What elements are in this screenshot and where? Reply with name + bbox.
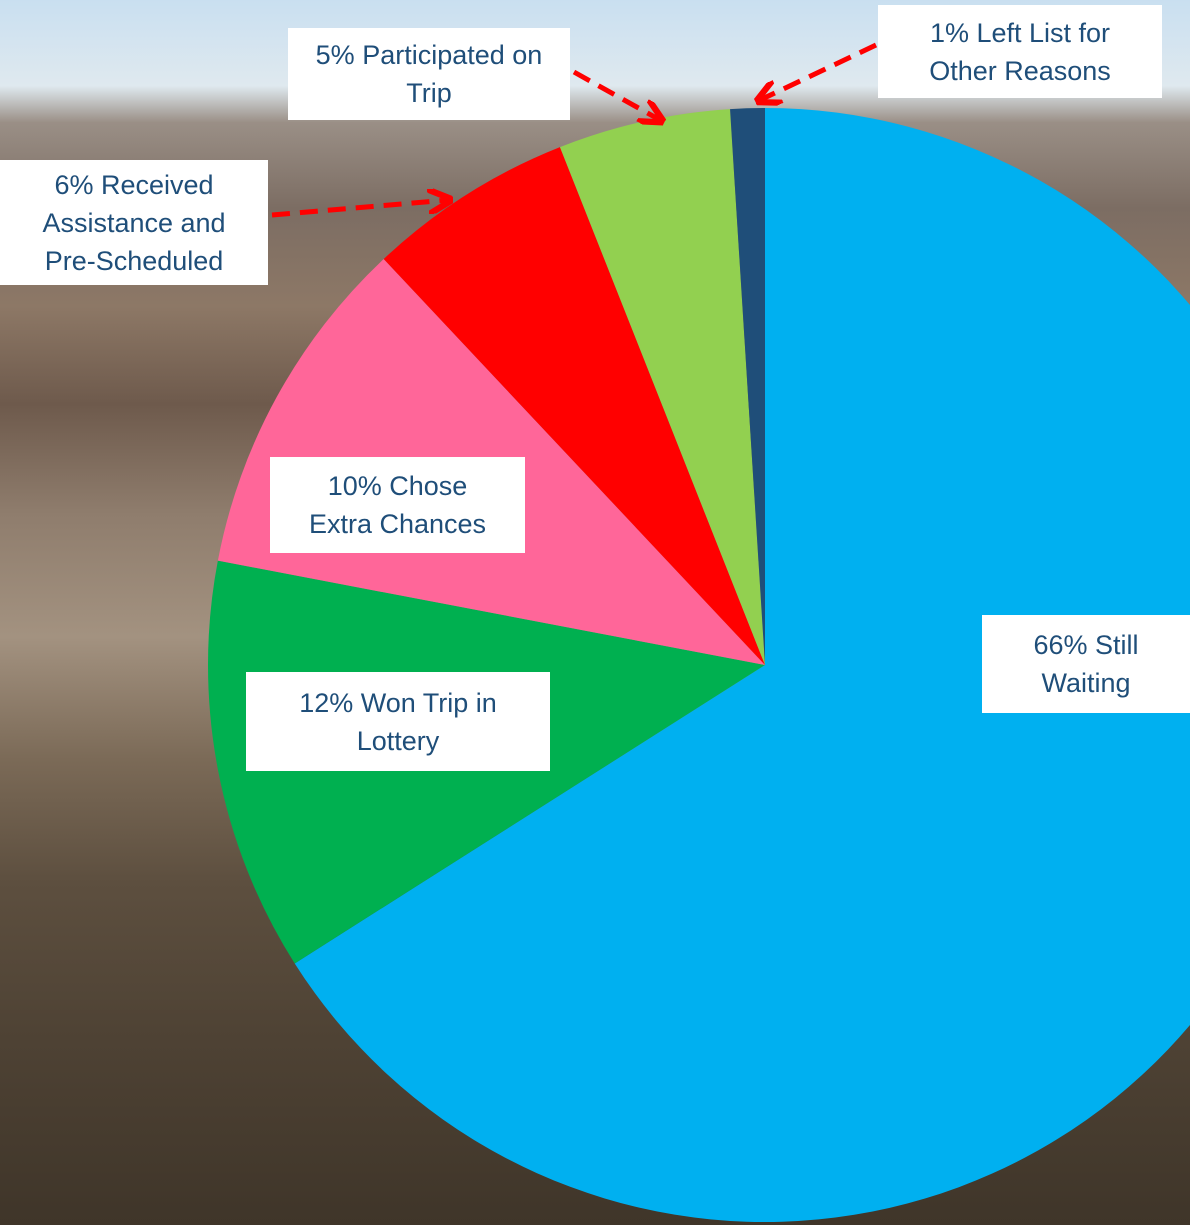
pie-slice [294,108,1190,1222]
data-label: 10% Chose Extra Chances [270,457,525,553]
leader-arrow [271,200,448,218]
data-label: 1% Left List for Other Reasons [878,5,1162,98]
category-label: Participated on Trip [362,40,543,108]
value-label: 66% [1033,630,1088,660]
data-label: 66% Still Waiting [982,615,1190,713]
data-label: 6% Received Assistance and Pre-Scheduled [0,160,268,285]
pie-slice [383,147,765,665]
category-label: Received Assistance and Pre-Scheduled [42,169,226,276]
value-label: 12% [299,687,354,718]
category-label: Left List for Other Reasons [929,17,1111,86]
leader-arrow [572,69,660,120]
data-label: 5% Participated on Trip [288,28,570,120]
value-label: 6% [54,169,94,200]
value-label: 1% [929,17,969,48]
category-label: Won Trip in Lottery [356,687,497,756]
value-label: 5% [315,40,355,70]
pie-slice [559,109,765,665]
leader-arrow [760,42,878,100]
category-label: Still Waiting [1041,630,1139,698]
data-label: 12% Won Trip in Lottery [246,672,550,771]
pie-slice [730,108,765,665]
value-label: 10% [327,471,382,501]
category-label: Chose Extra Chances [308,471,487,539]
